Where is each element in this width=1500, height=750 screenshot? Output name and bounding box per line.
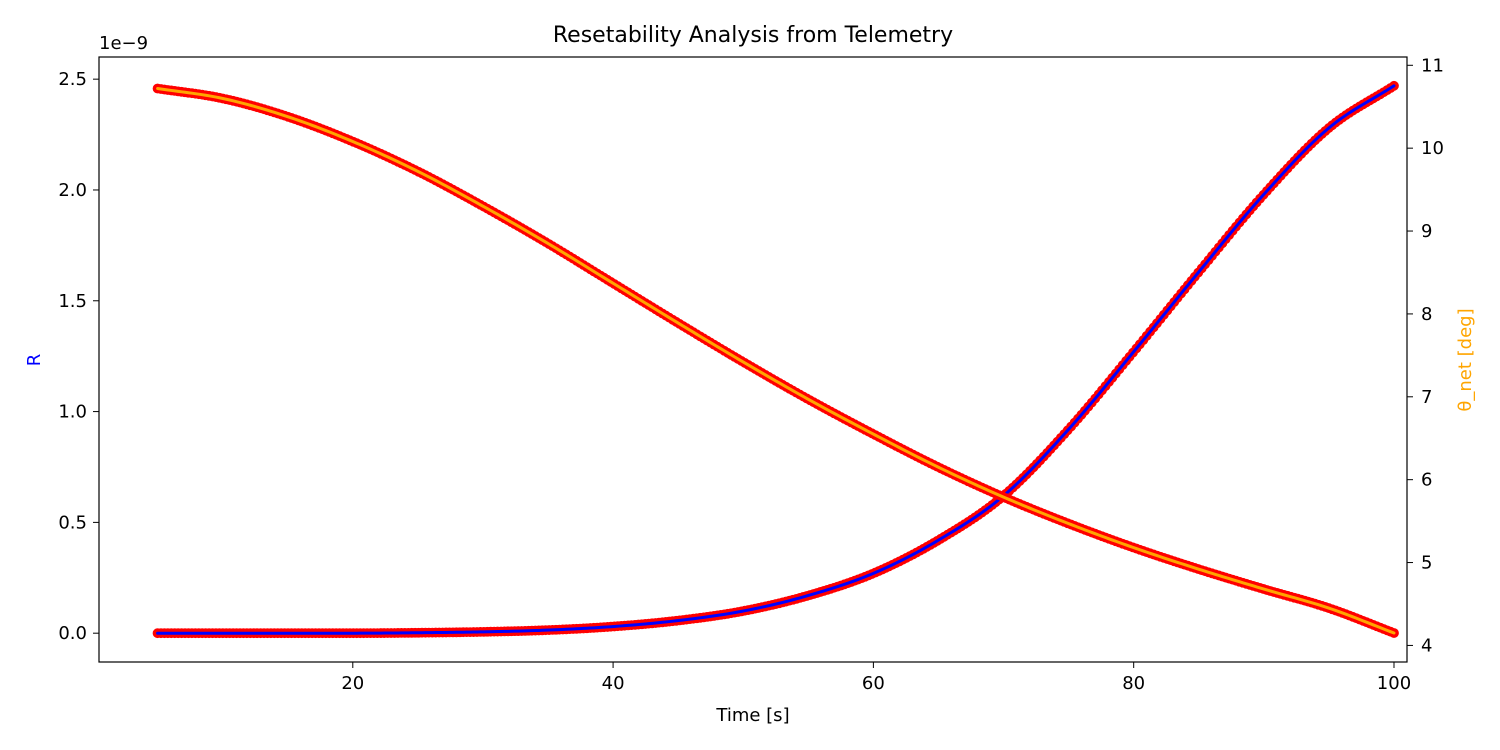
y-right-tick-label: 5 [1421, 553, 1432, 574]
theta-series-line [156, 86, 1396, 635]
y-right-tick-label: 6 [1421, 470, 1432, 491]
y-right-tick-label: 11 [1421, 55, 1444, 76]
r-series-line [156, 84, 1396, 635]
x-tick-label: 100 [1377, 673, 1411, 694]
x-tick-label: 80 [1122, 673, 1145, 694]
y-left-tick-label: 1.0 [58, 402, 87, 423]
r-series-group [152, 80, 1399, 639]
plot-frame [98, 56, 1408, 663]
theta-series-group [152, 83, 1399, 638]
y-left-tick-label: 2.0 [58, 180, 87, 201]
chart-title: Resetability Analysis from Telemetry [553, 23, 953, 48]
y-right-tick-label: 10 [1421, 138, 1444, 159]
x-tick-label: 20 [341, 673, 364, 694]
y-right-tick-label: 8 [1421, 304, 1432, 325]
left-y-axis-title: R [24, 354, 45, 367]
left-y-axis: 0.0 0.5 1.0 1.5 2.0 2.5 [58, 69, 99, 644]
plot-layer [152, 80, 1399, 639]
y-right-tick-label: 7 [1421, 387, 1432, 408]
y-left-tick-label: 0.0 [58, 623, 87, 644]
x-tick-label: 40 [602, 673, 625, 694]
x-axis: 20 40 60 80 100 [341, 662, 1411, 694]
y-right-tick-label: 4 [1421, 635, 1432, 656]
y-left-tick-label: 0.5 [58, 512, 87, 533]
right-y-axis-title: θ_net [deg] [1455, 308, 1476, 411]
y-left-tick-label: 2.5 [58, 69, 87, 90]
y-right-tick-label: 9 [1421, 221, 1432, 242]
x-tick-label: 60 [862, 673, 885, 694]
left-axis-offset-label: 1e−9 [99, 33, 148, 54]
x-axis-title: Time [s] [715, 705, 789, 726]
right-y-axis: 4 5 6 7 8 9 10 11 [1407, 55, 1444, 656]
y-left-tick-label: 1.5 [58, 291, 87, 312]
